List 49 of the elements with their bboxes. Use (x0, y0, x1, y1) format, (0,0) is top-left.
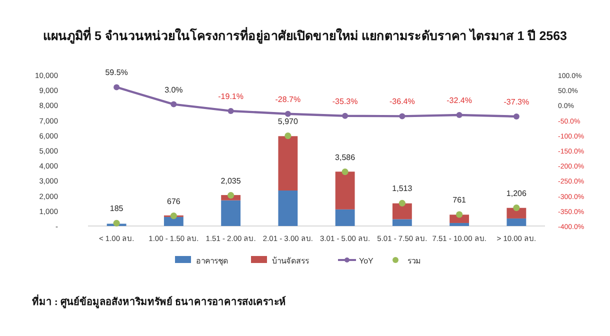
point (228, 192, 234, 199)
bar (221, 200, 241, 226)
point (284, 110, 291, 117)
point (284, 132, 292, 140)
data-label: 1,513 (392, 184, 413, 194)
legend-label: YoY (359, 256, 374, 266)
bar (335, 172, 355, 210)
data-label: 3.0% (164, 85, 183, 94)
title: แผนภูมิที่ 5 จำนวนหน่วยในโครงการที่อยู่อาศัยเปิดขายใหม่ แยกตามระดับราคา ไตรมาส 1 ปี 2563 (42, 29, 568, 43)
bar (506, 208, 526, 218)
data-label: -37.3% (504, 97, 530, 106)
data-label: 5,970 (278, 116, 298, 126)
data-label: -32.4% (446, 96, 472, 105)
bar (278, 190, 298, 226)
bar (450, 222, 470, 226)
bar (392, 219, 412, 226)
data-label: 185 (110, 204, 124, 214)
bar (392, 203, 412, 220)
point (228, 108, 234, 114)
point (513, 113, 520, 120)
data-label: 1,206 (506, 188, 527, 198)
data-label: 3,586 (335, 152, 356, 162)
bar (278, 136, 298, 191)
data-label: -28.7% (275, 94, 301, 104)
point (170, 101, 177, 108)
point (170, 212, 177, 220)
data-label: -19.1% (218, 92, 244, 101)
data-label: 59.5% (105, 68, 128, 78)
legend-label: บ้านจัดสรร (272, 256, 310, 266)
data-label: 676 (167, 196, 181, 206)
point (342, 168, 348, 176)
data-label: 2,035 (220, 176, 242, 186)
bar (164, 216, 184, 226)
text: ที่มา : ศูนย์ข้อมูลอสังหาริมทรัพย์ ธนาคารอาคารสงเคราะห์ (32, 294, 286, 309)
point (456, 112, 462, 118)
bar (506, 218, 526, 226)
point (398, 200, 406, 206)
bar (335, 209, 355, 226)
legend-label: อาคารชุด (196, 256, 228, 266)
legend-label: รวม (408, 256, 420, 266)
point (114, 84, 120, 90)
point (456, 211, 463, 218)
data-label: -36.4% (390, 97, 415, 106)
point (513, 204, 520, 212)
point (399, 113, 406, 120)
point (342, 112, 348, 119)
data-label: -35.3% (332, 96, 358, 106)
point (113, 220, 120, 227)
data-label: 761 (452, 196, 467, 205)
